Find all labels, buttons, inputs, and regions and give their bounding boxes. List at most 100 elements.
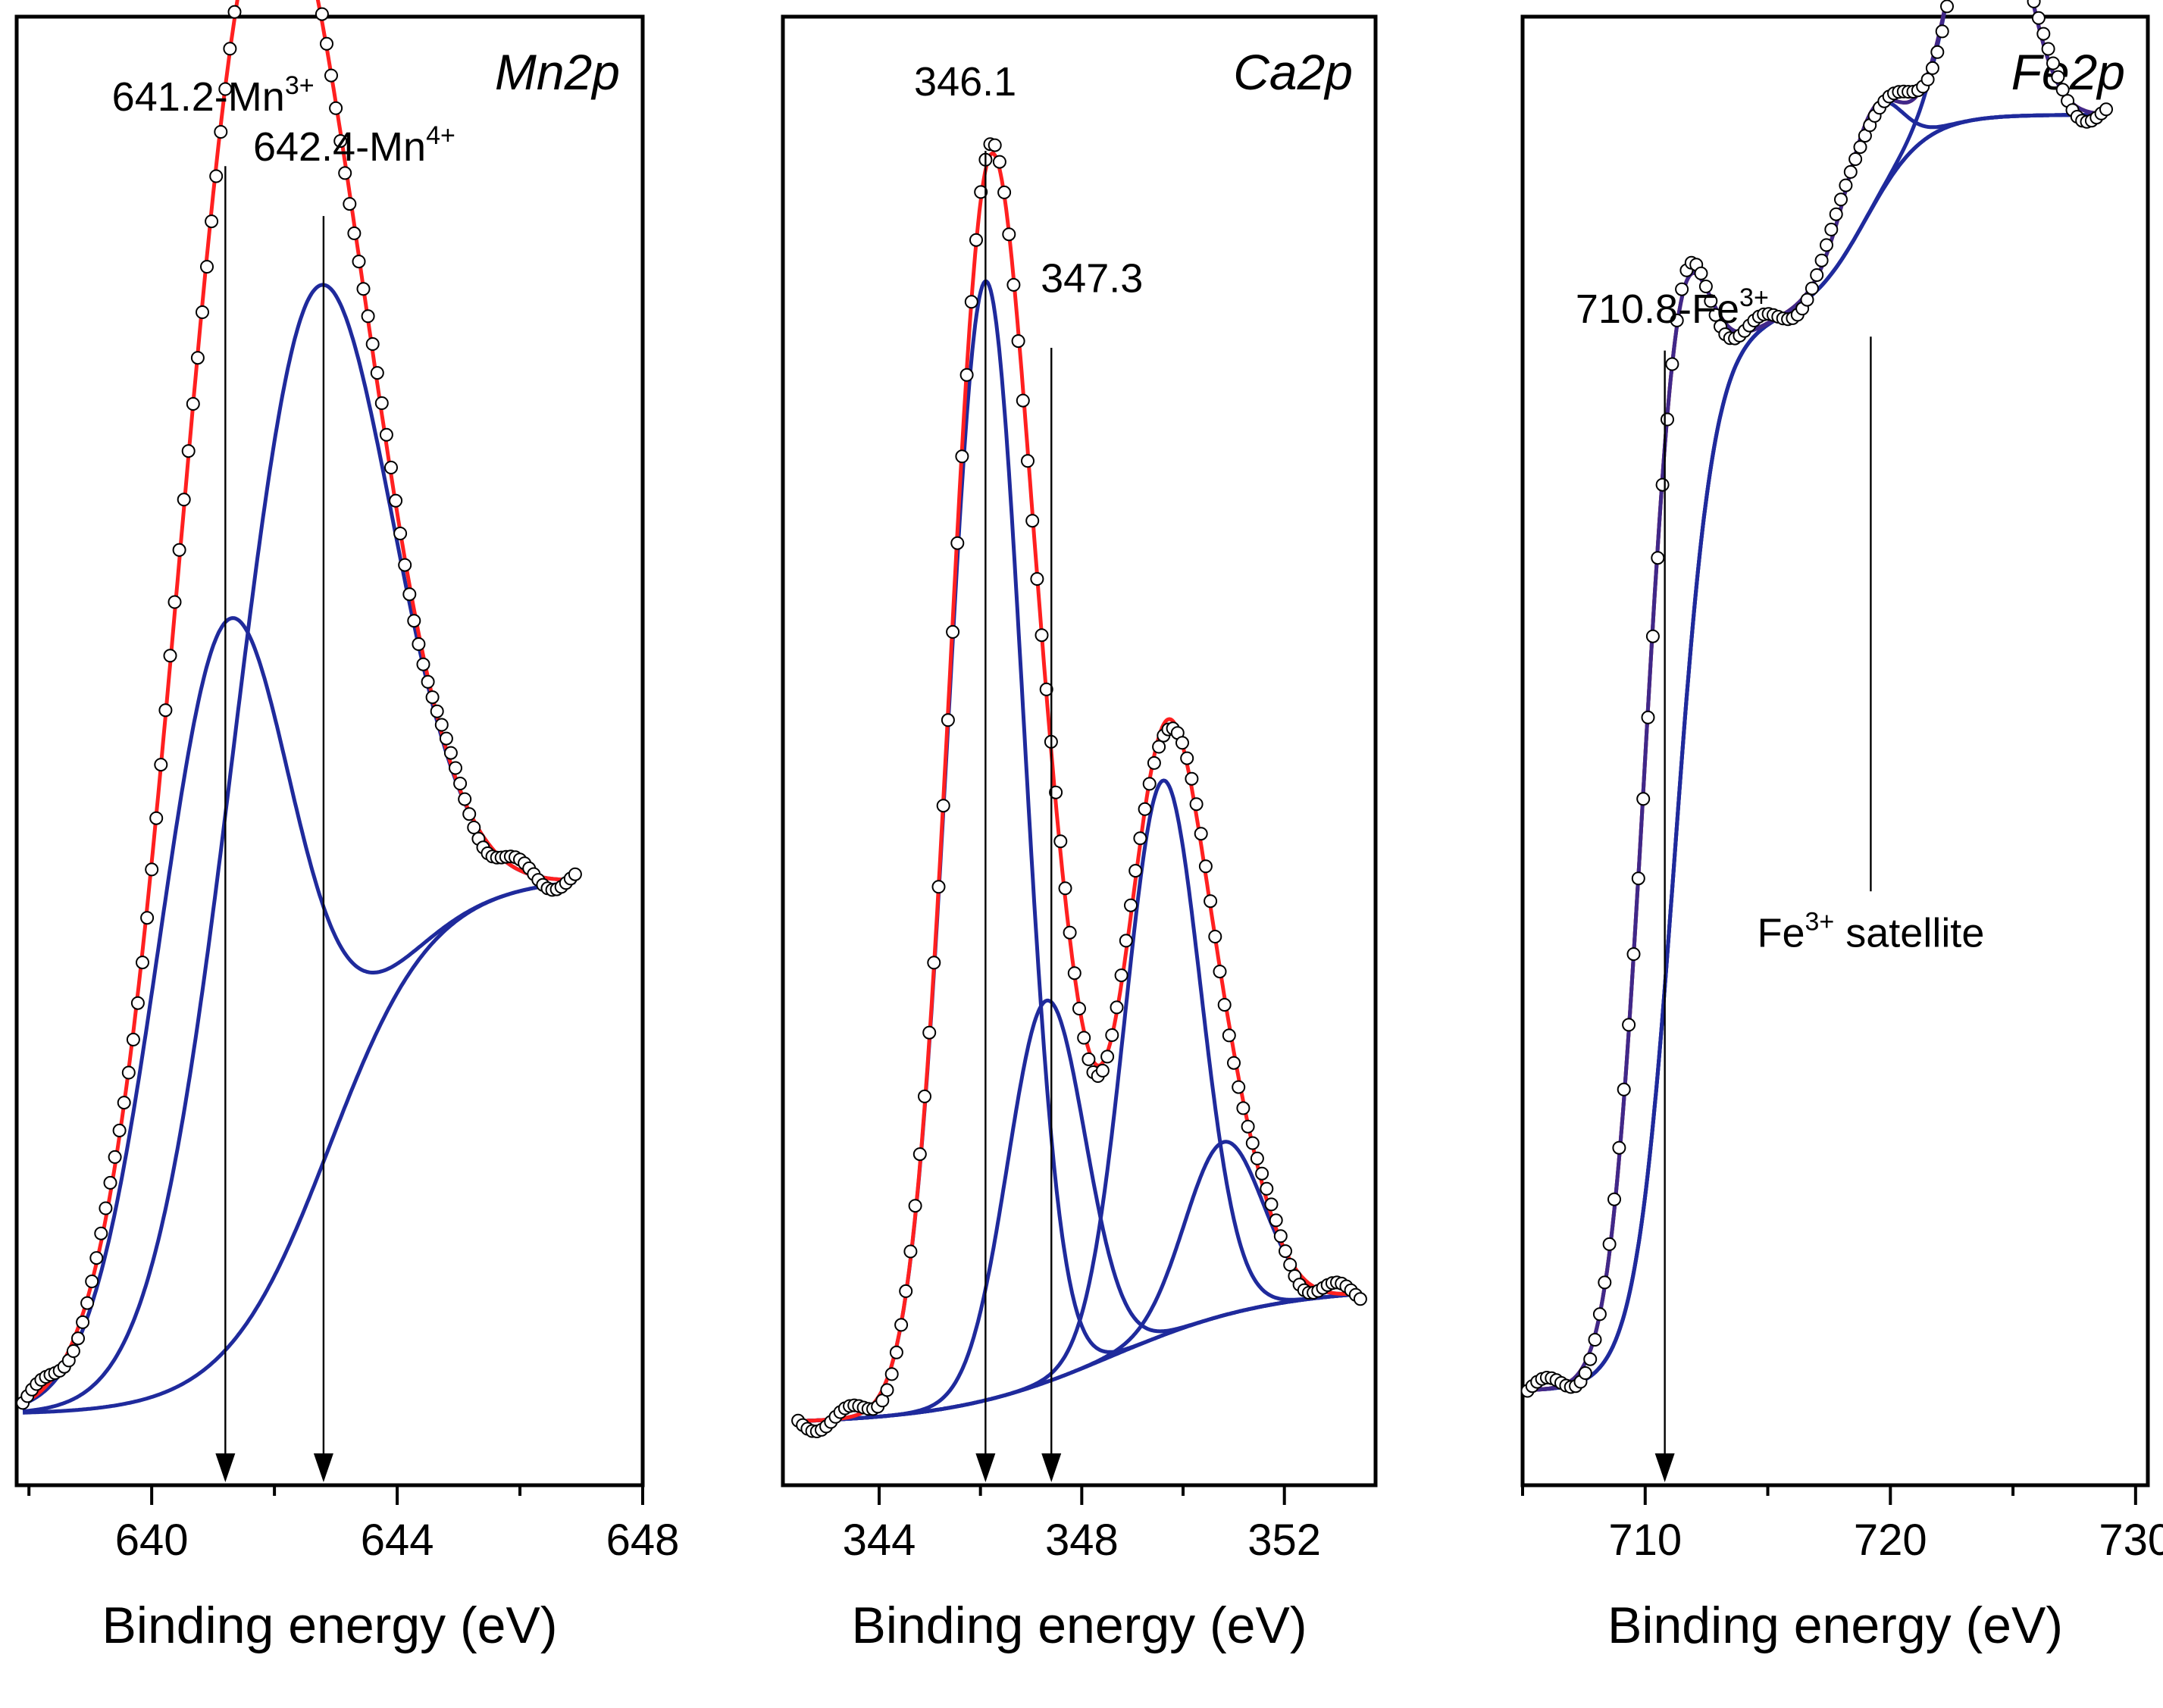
plot-frame [1520, 14, 2150, 1487]
panel-title: Ca2p [1233, 44, 1353, 100]
data-point [458, 792, 472, 806]
data-point [1598, 1275, 1612, 1290]
data-point [903, 1244, 918, 1259]
data-point [1250, 1151, 1264, 1165]
peak-annotation-text: 642.4-Mn [253, 124, 426, 170]
data-point [1631, 871, 1645, 886]
data-point [969, 233, 983, 247]
data-point [1661, 412, 1674, 427]
peak-annotation-text: 347.3 [1041, 256, 1143, 302]
data-point [1204, 894, 1218, 909]
data-point [315, 7, 329, 21]
peak-annotation: 347.3 [1041, 256, 1143, 302]
x-tick-label: 348 [1045, 1516, 1119, 1565]
data-point [425, 690, 440, 705]
data-point [103, 1175, 117, 1190]
data-point [167, 595, 182, 609]
data-point [389, 493, 403, 508]
data-point [1698, 280, 1713, 293]
x-axis-label: Binding energy (eV) [102, 1597, 557, 1654]
data-point [227, 5, 242, 19]
data-point [1222, 1028, 1236, 1043]
x-tick-label: 644 [361, 1516, 434, 1565]
data-point [365, 337, 380, 351]
data-point [959, 368, 974, 382]
data-point [1353, 1292, 1367, 1306]
data-point [1655, 477, 1670, 492]
data-point [2041, 42, 2055, 56]
background-curve [22, 880, 576, 1415]
data-point [1675, 282, 1689, 296]
data-point [1940, 0, 1954, 14]
data-point [1245, 1136, 1260, 1150]
envelope-fit [797, 152, 1361, 1423]
panel-mn2p: 640 644 648 Binding energy (eV) Mn2p 641.2-Mn… [14, 0, 679, 1654]
data-point [1058, 881, 1072, 896]
data-point [1839, 178, 1853, 192]
data-point [1208, 930, 1222, 943]
x-tick-label: 640 [115, 1516, 189, 1565]
data-point [393, 527, 408, 540]
data-point [889, 1345, 903, 1359]
panel-title: Mn2p [495, 44, 620, 100]
data-point [154, 758, 168, 772]
envelope-fit [22, 0, 576, 1405]
data-point [1820, 238, 1833, 252]
data-point [1273, 1229, 1288, 1243]
data-point [912, 1147, 927, 1162]
data-point [1006, 277, 1021, 292]
marker-arrowhead [313, 1453, 333, 1482]
peak-annotation-suffix: satellite [1834, 911, 1984, 956]
data-point [1925, 61, 1939, 75]
peak-annotation: 710.8-Fe3+ [1576, 283, 1769, 332]
peak-annotation-text: Fe [1757, 911, 1805, 956]
data-point [214, 125, 228, 139]
data-point [1077, 1031, 1091, 1045]
data-point [1100, 1050, 1115, 1064]
peak-annotation: 642.4-Mn4+ [253, 121, 455, 170]
data-point [1617, 1082, 1631, 1096]
data-point [2046, 56, 2060, 70]
data-point [1039, 682, 1053, 696]
data-point [453, 777, 468, 790]
data-point [1626, 947, 1641, 962]
data-point [398, 558, 412, 572]
data-point [1255, 1166, 1269, 1181]
x-tick-label: 720 [1854, 1516, 1927, 1565]
data-point [126, 1032, 140, 1046]
data-point [992, 155, 1006, 169]
data-point [1694, 266, 1708, 280]
panel-ca2p: 344 348 352 Binding energy (eV) Ca2p 346.1 347… [781, 14, 1378, 1654]
data-point [130, 996, 145, 1010]
data-point [200, 260, 214, 274]
data-point [1241, 1119, 1255, 1134]
data-point [1002, 227, 1016, 242]
data-point [1805, 281, 1819, 296]
data-point [1227, 1056, 1241, 1070]
data-point [412, 637, 426, 651]
data-point [329, 101, 343, 115]
data-point [1213, 965, 1227, 979]
data-point [1021, 454, 1035, 468]
data-point [2036, 27, 2051, 41]
data-point [416, 657, 430, 671]
data-point [1622, 1018, 1636, 1032]
data-point [421, 674, 435, 689]
data-point [2055, 83, 2070, 97]
x-tick-label: 352 [1247, 1516, 1321, 1565]
data-point [172, 543, 186, 557]
peak-annotation-superscript: 3+ [1805, 908, 1834, 937]
data-point [1110, 1000, 1124, 1015]
x-tick-label: 344 [843, 1516, 916, 1565]
data-point [1232, 1080, 1246, 1094]
component-peak [797, 1140, 1361, 1423]
data-point [434, 718, 449, 732]
data-point [1128, 864, 1143, 878]
data-point [140, 911, 155, 925]
data-point [121, 1065, 136, 1080]
data-point [1236, 1101, 1251, 1115]
data-point [1651, 551, 1665, 565]
data-point [946, 624, 960, 639]
data-point [1665, 357, 1679, 371]
